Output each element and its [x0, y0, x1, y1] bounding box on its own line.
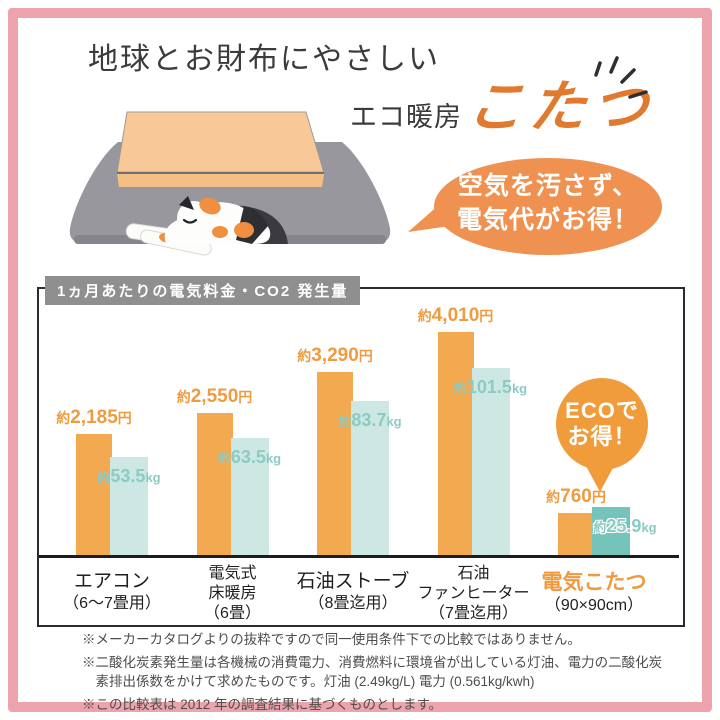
- footnote-3: ※この比較表は 2012 年の調査結果に基づくものとします。: [82, 696, 443, 712]
- cost-value-label: 約760円: [546, 486, 606, 507]
- category-line: （7畳迄用）: [429, 605, 518, 622]
- cost-bar: [76, 434, 112, 555]
- category-label: エアコン （6～7畳用）: [42, 570, 182, 614]
- speech-bubble-text: 空気を汚さず、 電気代がお得！: [440, 170, 656, 238]
- category-label: 電気式床暖房 （6畳）: [163, 564, 303, 624]
- co2-bar: [110, 457, 148, 555]
- category-line: （6～7畳用）: [63, 594, 161, 612]
- co2-value-label: 約25.9kg: [593, 516, 657, 536]
- category-line: ファンヒーター: [417, 585, 530, 602]
- kotatsu-tabletop: [116, 111, 325, 174]
- co2-bar: [471, 368, 510, 555]
- category-label: 電気こたつ （90×90cm）: [524, 570, 664, 616]
- footnote-2: ※二酸化炭素発生量は各機械の消費電力、消費燃料に環境省が出している灯油、電力の二…: [82, 654, 663, 690]
- eco-badge-tail: [586, 466, 614, 492]
- cost-bar: [558, 513, 594, 555]
- page-subtitle: エコ暖房 こたつ: [350, 62, 657, 143]
- footnotes: ※メーカーカタログよりの抜粋ですので同一使用条件下での比較ではありません。 ※二…: [82, 630, 667, 717]
- co2-value-label: 約53.5kg: [97, 466, 161, 486]
- cost-bar: [317, 372, 353, 555]
- category-line: 石油: [457, 565, 490, 582]
- speech-bubble-tail: [408, 190, 464, 232]
- emphasis-dashes-icon: [594, 56, 648, 99]
- cost-value-label: 約2,185円: [56, 407, 132, 428]
- category-line: （8畳迄用）: [308, 594, 398, 612]
- category-line: 石油ストーブ: [296, 571, 410, 592]
- category-line: （90×90cm）: [544, 597, 644, 615]
- eco-badge-line-2: お得！: [567, 424, 637, 449]
- page-title: 地球とお財布にやさしい: [88, 43, 440, 76]
- co2-value-label: 約83.7kg: [338, 410, 402, 430]
- cost-bar: [437, 332, 474, 555]
- eco-badge-line-1: ECOで: [565, 397, 639, 423]
- category-line: 電気こたつ: [541, 571, 647, 594]
- cost-value-label: 約4,010円: [417, 305, 494, 326]
- category-line: エアコン: [73, 571, 150, 592]
- cost-value-label: 約2,550円: [176, 386, 253, 407]
- co2-value-label: 約101.5kg: [453, 377, 528, 397]
- chart-axis-line: [39, 555, 679, 558]
- eco-badge: ECOで お得！: [556, 378, 648, 470]
- co2-bar: [592, 507, 630, 555]
- cost-value-label: 約3,290円: [297, 345, 373, 366]
- sleeping-cat: [125, 196, 271, 256]
- category-label: 石油ファンヒーター （7畳迄用）: [404, 564, 544, 624]
- chart-title: 1ヵ月あたりの電気料金・CO2 発生量: [45, 276, 361, 305]
- category-line: 床暖房: [208, 585, 257, 602]
- kotatsu-cat-illustration: [69, 111, 391, 256]
- subtitle-prefix: エコ暖房: [350, 102, 462, 132]
- speech-bubble: [434, 158, 662, 255]
- footnote-1: ※メーカーカタログよりの抜粋ですので同一使用条件下での比較ではありません。: [82, 632, 581, 647]
- co2-bar: [351, 401, 389, 555]
- bubble-line-2: 電気代がお得！: [456, 206, 639, 234]
- co2-value-label: 約63.5kg: [217, 447, 282, 467]
- cost-bar: [196, 413, 233, 555]
- category-line: （6畳）: [204, 605, 261, 622]
- bubble-line-1: 空気を汚さず、: [457, 173, 639, 200]
- co2-bar: [230, 438, 269, 555]
- category-line: 電気式: [208, 565, 257, 582]
- category-label: 石油ストーブ （8畳迄用）: [283, 570, 423, 614]
